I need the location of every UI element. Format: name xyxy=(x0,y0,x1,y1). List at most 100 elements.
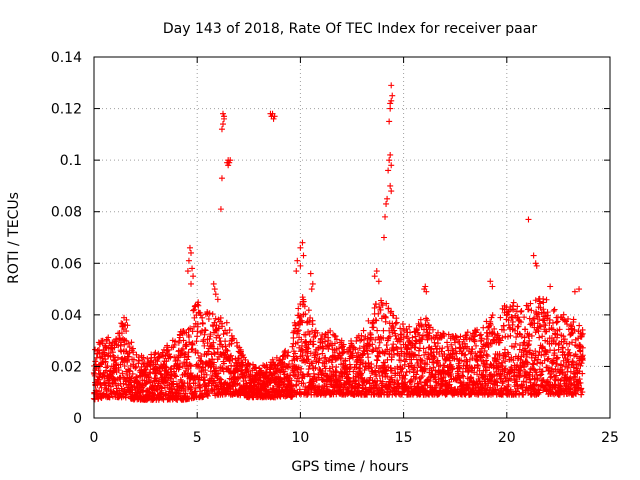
data-point xyxy=(188,249,195,256)
data-point xyxy=(448,371,455,378)
data-point xyxy=(375,344,382,351)
data-point xyxy=(187,363,194,370)
data-point xyxy=(444,343,451,350)
data-point xyxy=(424,361,431,368)
data-point xyxy=(118,330,125,337)
data-point xyxy=(409,334,416,341)
data-point xyxy=(360,327,367,334)
data-point xyxy=(210,339,217,346)
data-point xyxy=(402,372,409,379)
data-point xyxy=(405,363,412,370)
data-point xyxy=(383,300,390,307)
data-point xyxy=(142,366,149,373)
data-point xyxy=(205,316,212,322)
data-point xyxy=(224,347,231,354)
data-point xyxy=(423,377,430,384)
data-point xyxy=(170,381,177,388)
data-point xyxy=(388,365,395,372)
data-point xyxy=(218,126,225,133)
data-point xyxy=(179,345,186,352)
data-point xyxy=(399,321,406,328)
y-axis-label: ROTI / TECUs xyxy=(6,192,22,284)
data-point xyxy=(322,354,329,361)
data-point xyxy=(576,322,583,329)
data-point xyxy=(539,333,546,340)
data-point xyxy=(340,341,347,348)
data-point xyxy=(193,338,200,345)
data-point xyxy=(453,334,460,341)
data-point xyxy=(336,345,343,352)
data-point xyxy=(393,319,400,326)
data-point xyxy=(294,355,301,362)
data-point xyxy=(460,373,467,380)
data-point xyxy=(97,381,104,388)
data-point xyxy=(157,370,164,377)
data-point xyxy=(441,350,448,357)
data-point xyxy=(310,370,317,377)
data-point xyxy=(96,341,103,348)
data-point xyxy=(200,371,207,378)
data-point xyxy=(375,353,382,360)
data-point xyxy=(302,311,309,318)
data-point xyxy=(198,353,205,360)
x-tick-label: 10 xyxy=(291,430,309,446)
data-point xyxy=(332,333,339,340)
data-point xyxy=(211,286,218,293)
data-point xyxy=(108,371,115,378)
data-point xyxy=(199,314,206,321)
data-point xyxy=(152,349,159,356)
data-point xyxy=(283,352,290,359)
data-point xyxy=(200,393,207,400)
data-point xyxy=(370,324,377,331)
data-point xyxy=(356,382,363,389)
data-point xyxy=(325,334,332,341)
data-point xyxy=(462,351,469,358)
data-point xyxy=(114,354,121,361)
x-axis-label: GPS time / hours xyxy=(291,459,408,475)
data-point xyxy=(290,334,297,341)
data-point xyxy=(190,273,197,280)
data-point xyxy=(473,342,480,349)
data-point xyxy=(365,317,372,324)
data-point xyxy=(186,333,193,340)
data-point xyxy=(577,342,584,349)
data-point xyxy=(456,338,463,345)
data-point xyxy=(358,332,365,339)
data-point xyxy=(295,327,302,334)
data-point xyxy=(204,392,211,399)
data-point xyxy=(101,351,108,358)
data-point xyxy=(372,301,379,308)
data-point xyxy=(294,339,301,346)
data-point xyxy=(369,320,376,327)
data-point xyxy=(338,337,345,344)
data-point xyxy=(397,325,404,332)
data-point xyxy=(228,352,235,359)
data-point xyxy=(371,304,378,311)
data-point xyxy=(342,357,349,364)
data-point xyxy=(384,373,391,380)
data-point xyxy=(349,352,356,359)
data-point xyxy=(301,303,308,310)
data-point xyxy=(464,343,471,350)
data-point xyxy=(536,334,543,341)
data-point xyxy=(207,376,214,383)
data-point xyxy=(390,346,397,353)
x-tick-labels: 0 5 10 15 20 25 xyxy=(90,430,619,446)
data-point xyxy=(286,361,293,368)
data-point xyxy=(415,352,422,359)
y-tick-label: 0.02 xyxy=(51,359,82,375)
data-point xyxy=(401,353,408,360)
data-point xyxy=(430,353,437,360)
data-point xyxy=(440,330,447,337)
data-point xyxy=(350,368,357,375)
data-point xyxy=(249,361,256,368)
data-point xyxy=(388,188,395,195)
data-point xyxy=(337,354,344,361)
data-point xyxy=(219,323,226,330)
data-point xyxy=(365,359,372,366)
data-point xyxy=(389,92,396,99)
data-point xyxy=(547,283,554,290)
data-point xyxy=(222,338,229,345)
data-point xyxy=(510,299,517,306)
data-point xyxy=(195,302,202,309)
